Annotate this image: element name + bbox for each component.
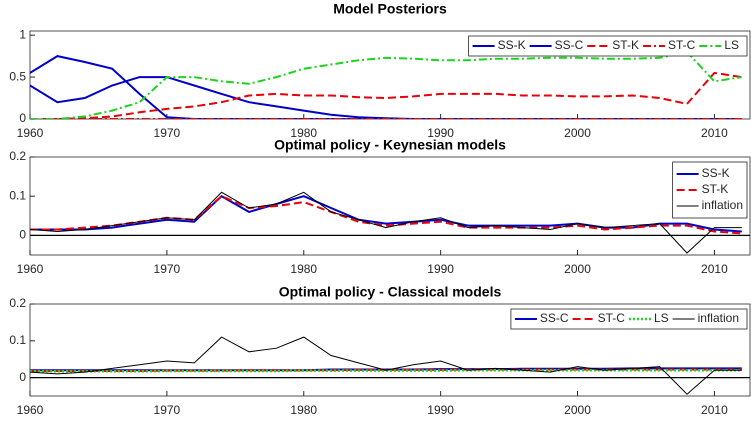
y-tick-label: 0 xyxy=(19,111,26,125)
series-group xyxy=(30,336,742,395)
legend: SS-K SS-C ST-K ST-C LS xyxy=(468,35,748,57)
x-tick-label: 1990 xyxy=(427,126,454,140)
legend: SS-C ST-C LS inflation xyxy=(510,308,748,330)
y-tick-label: 0.1 xyxy=(9,188,26,202)
y-tick-label: 0.1 xyxy=(9,333,26,347)
legend-label: SS-K xyxy=(498,38,526,52)
x-tick-label: 2010 xyxy=(701,403,728,417)
legend: SS-K ST-K inflation xyxy=(672,161,748,219)
x-tick-label: 1980 xyxy=(290,262,317,276)
series-line xyxy=(30,53,745,119)
plot-area xyxy=(29,156,751,256)
x-tick-label: 1980 xyxy=(290,403,317,417)
series-line xyxy=(30,50,742,119)
y-tick-label: 0 xyxy=(19,370,26,384)
series-group xyxy=(30,50,745,119)
legend-label: inflation xyxy=(702,198,743,212)
x-tick-label: 2000 xyxy=(564,126,591,140)
legend-label: ST-K xyxy=(612,38,639,52)
x-tick-label: 1970 xyxy=(154,403,181,417)
chart-title: Model Posteriors xyxy=(333,1,447,17)
x-tick-label: 2000 xyxy=(564,262,591,276)
series-line xyxy=(30,194,742,233)
x-tick-label: 1960 xyxy=(17,403,44,417)
y-tick-label: 1 xyxy=(19,27,26,41)
chart-title: Optimal policy - Keynesian models xyxy=(274,137,506,153)
x-tick-label: 2010 xyxy=(701,262,728,276)
legend-label: ST-C xyxy=(668,38,696,52)
x-tick-label: 1980 xyxy=(290,126,317,140)
legend-label: ST-K xyxy=(702,182,729,196)
series-line xyxy=(30,191,742,254)
legend-label: LS xyxy=(724,38,739,52)
series-line xyxy=(30,368,742,373)
y-tick-label: 0.2 xyxy=(9,149,26,163)
legend-box xyxy=(672,161,748,219)
y-tick-label: 0 xyxy=(19,228,26,242)
x-tick-label: 1960 xyxy=(17,126,44,140)
legend-box xyxy=(468,35,748,57)
x-tick-label: 1990 xyxy=(427,403,454,417)
legend-label: ST-C xyxy=(598,311,626,325)
legend-label: LS xyxy=(654,311,669,325)
y-tick-label: 0.5 xyxy=(9,69,26,83)
legend-label: inflation xyxy=(698,311,739,325)
legend-label: SS-C xyxy=(555,38,584,52)
x-tick-label: 1970 xyxy=(154,262,181,276)
legend-label: SS-K xyxy=(702,166,730,180)
legend-label: SS-C xyxy=(540,311,569,325)
x-tick-label: 2000 xyxy=(564,403,591,417)
x-tick-label: 1960 xyxy=(17,262,44,276)
x-tick-label: 1990 xyxy=(427,262,454,276)
series-line xyxy=(30,336,742,395)
x-tick-label: 2010 xyxy=(701,126,728,140)
x-tick-label: 1970 xyxy=(154,126,181,140)
series-line xyxy=(30,71,742,119)
y-tick-label: 0.2 xyxy=(9,296,26,310)
chart-title: Optimal policy - Classical models xyxy=(279,284,502,300)
series-group xyxy=(30,191,742,254)
